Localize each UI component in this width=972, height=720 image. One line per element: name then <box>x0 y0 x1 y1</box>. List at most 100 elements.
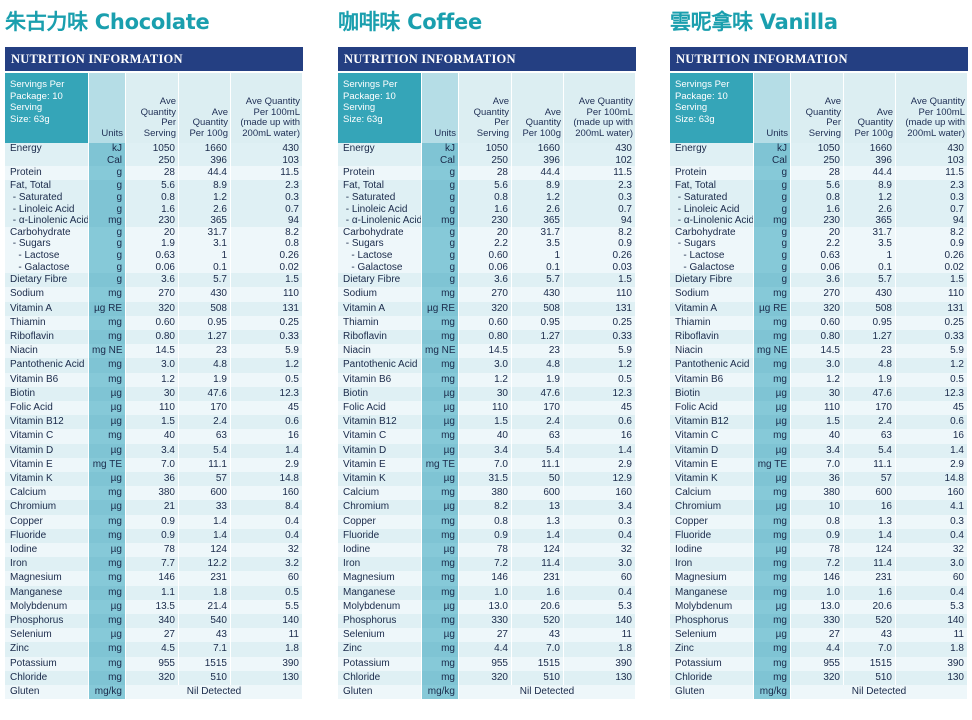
nutrient-name-value: Vitamin B6 <box>10 373 59 385</box>
per-100ml-cell: 1.2 <box>896 358 968 373</box>
per-serving-cell: 30 <box>791 386 844 401</box>
nutrient-name: Vitamin B12 <box>5 415 89 430</box>
per-100g-cell-value: 1 <box>554 249 560 261</box>
per-100g-cell-value: 31.7 <box>872 226 892 238</box>
per-100g-cell: 8.9 1.2 2.6 365 <box>512 180 564 227</box>
per-100ml-cell: 110 <box>231 287 303 302</box>
unit-cell-value: Cal <box>439 154 455 166</box>
unit-cell-value: mg <box>773 215 787 227</box>
per-serving-header: Ave Quantity Per Serving <box>459 73 512 143</box>
per-serving-cell-value: 4.4 <box>826 643 840 655</box>
per-serving-cell: 330 <box>791 614 844 629</box>
nil-detected-cell: Nil Detected <box>126 685 303 700</box>
nutrient-name-value: Manganese <box>675 586 728 598</box>
per-100ml-cell-value: 0.7 <box>618 203 632 215</box>
per-100ml-cell-value: 3.0 <box>618 558 632 570</box>
per-100g-cell: 430 <box>512 287 564 302</box>
servings-line: Package: 10 <box>675 90 728 102</box>
per-100ml-cell: 11 <box>564 628 636 643</box>
table-header-row: Servings Per Package: 10 Serving Size: 63g U… <box>670 73 968 143</box>
per-100g-cell-value: 0.1 <box>878 261 892 273</box>
per-serving-cell-value: 1.2 <box>826 373 840 385</box>
unit-cell-value: mg <box>773 288 787 300</box>
per-100g-cell-value: 12.2 <box>207 558 227 570</box>
per-100ml-cell: 430 103 <box>231 143 303 167</box>
nutrient-name: Chromium <box>670 500 754 515</box>
nutrient-name-value: Protein <box>343 167 375 179</box>
per-serving-cell-value: 0.80 <box>155 330 175 342</box>
per-serving-cell: 10 <box>791 500 844 515</box>
per-100g-cell-value: 1660 <box>869 143 892 154</box>
nutrient-row: Chromium µg 21 33 8.4 <box>5 500 303 515</box>
per-100ml-cell-value: 11.5 <box>280 167 299 179</box>
per-100g-cell: 11.4 <box>512 557 564 572</box>
per-serving-cell-value: 0.9 <box>826 529 840 541</box>
unit-cell: mg <box>422 514 459 529</box>
nutrient-name-value: Molybdenum <box>675 600 733 612</box>
unit-cell-value: mg/kg <box>427 686 455 698</box>
per-serving-cell: 3.6 <box>126 273 179 288</box>
per-100g-cell-value: 1.27 <box>872 330 892 342</box>
unit-cell-value: mg TE <box>92 458 122 470</box>
per-100ml-cell-value: 430 <box>947 143 964 154</box>
serving-size-line: Size: 63g <box>343 113 383 125</box>
per-100g-cell: 31.7 3.5 1 0.1 <box>512 226 564 274</box>
unit-cell: mg <box>89 585 126 600</box>
per-serving-cell-value: 0.80 <box>820 330 840 342</box>
nutrient-row: Chromium µg 10 16 4.1 <box>670 500 968 515</box>
unit-cell: µg <box>754 543 791 558</box>
per-100g-cell-value: 1.27 <box>540 330 560 342</box>
nutrient-name: Gluten <box>338 685 422 700</box>
per-100ml-cell: 0.33 <box>231 329 303 345</box>
nutrient-name: Iodine <box>5 543 89 558</box>
nutrient-name-value: Dietary Fibre <box>675 274 733 286</box>
nutrient-row: Copper mg 0.8 1.3 0.3 <box>670 514 968 529</box>
per-100g-cell-value: 396 <box>875 154 892 166</box>
nutrient-name-value: - α-Linolenic Acid <box>343 215 422 227</box>
per-100ml-cell: 0.33 <box>564 329 636 345</box>
units-header: Units <box>422 73 459 143</box>
per-serving-cell-value: 40 <box>496 430 508 442</box>
per-100ml-cell-value: 45 <box>287 401 299 413</box>
nutrient-row: Vitamin B12 µg 1.5 2.4 0.6 <box>338 415 636 430</box>
per-serving-cell: 40 <box>791 429 844 444</box>
nutrient-name: Molybdenum <box>670 599 754 615</box>
per-serving-cell-value: 320 <box>491 302 508 314</box>
nutrient-name-value: - Lactose <box>10 249 60 261</box>
unit-cell: mg <box>422 670 459 686</box>
unit-cell: mg NE <box>89 344 126 359</box>
nutrient-name-value: Fat, Total <box>10 180 51 192</box>
unit-cell: µg <box>754 386 791 401</box>
per-100ml-cell: 110 <box>564 287 636 302</box>
nutrient-row: Dietary Fibre g 3.6 5.7 1.5 <box>338 273 636 288</box>
nutrient-name: Thiamin <box>338 315 422 330</box>
unit-cell-value: µg <box>110 472 122 484</box>
per-100ml-cell: 8.2 0.8 0.26 0.02 <box>231 226 303 274</box>
per-serving-cell: 14.5 <box>126 344 179 359</box>
per-serving-cell-value: 340 <box>158 615 175 627</box>
per-100g-cell-value: 1.2 <box>213 191 227 203</box>
per-100g-cell: 16 <box>844 500 896 515</box>
per-100ml-cell-value: 14.8 <box>279 472 299 484</box>
unit-cell: g <box>754 166 791 181</box>
per-100g-cell: 4.8 <box>179 358 231 373</box>
per-100g-cell: 231 <box>512 571 564 586</box>
nutrient-row: Manganese mg 1.0 1.6 0.4 <box>670 585 968 600</box>
per-serving-cell-value: 28 <box>828 167 840 179</box>
unit-cell: µg <box>422 471 459 487</box>
per-100ml-header: Ave Quantity Per 100mL (made up with 200… <box>896 73 968 143</box>
per-100g-cell: 43 <box>844 628 896 643</box>
per-100g-cell-value: 1660 <box>537 143 560 154</box>
nutrient-row: Niacin mg NE 14.5 23 5.9 <box>670 344 968 359</box>
per-serving-cell: 3.6 <box>791 273 844 288</box>
nutrient-row: Vitamin K µg 36 57 14.8 <box>670 471 968 487</box>
unit-cell-value: µg <box>443 501 455 513</box>
per-serving-cell-value: 78 <box>163 544 175 555</box>
serving-size-line: Serving <box>343 102 376 114</box>
per-100g-cell-value: 1.27 <box>207 330 227 342</box>
per-100ml-cell: 4.1 <box>896 500 968 515</box>
per-100ml-cell-value: 4.1 <box>950 501 964 513</box>
unit-cell: mg <box>754 287 791 302</box>
per-100ml-cell-value: 130 <box>947 671 964 683</box>
per-100g-cell: 1.9 <box>512 372 564 387</box>
